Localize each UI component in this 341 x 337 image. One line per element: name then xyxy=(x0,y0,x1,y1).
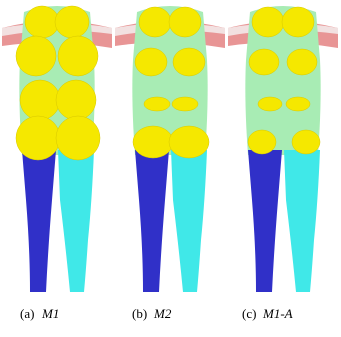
render-a xyxy=(2,6,112,292)
caption-name: M1 xyxy=(41,306,59,321)
caption-label: (b) xyxy=(132,306,147,321)
caption-label: (a) xyxy=(20,306,34,321)
caption-label: (c) xyxy=(242,306,256,321)
figure: (a) M1 (b) M2 (c) M1-A xyxy=(0,0,341,337)
caption-name: M1-A xyxy=(262,306,293,321)
render-c xyxy=(228,6,338,292)
render-b xyxy=(115,6,225,292)
caption-name: M2 xyxy=(153,306,172,321)
